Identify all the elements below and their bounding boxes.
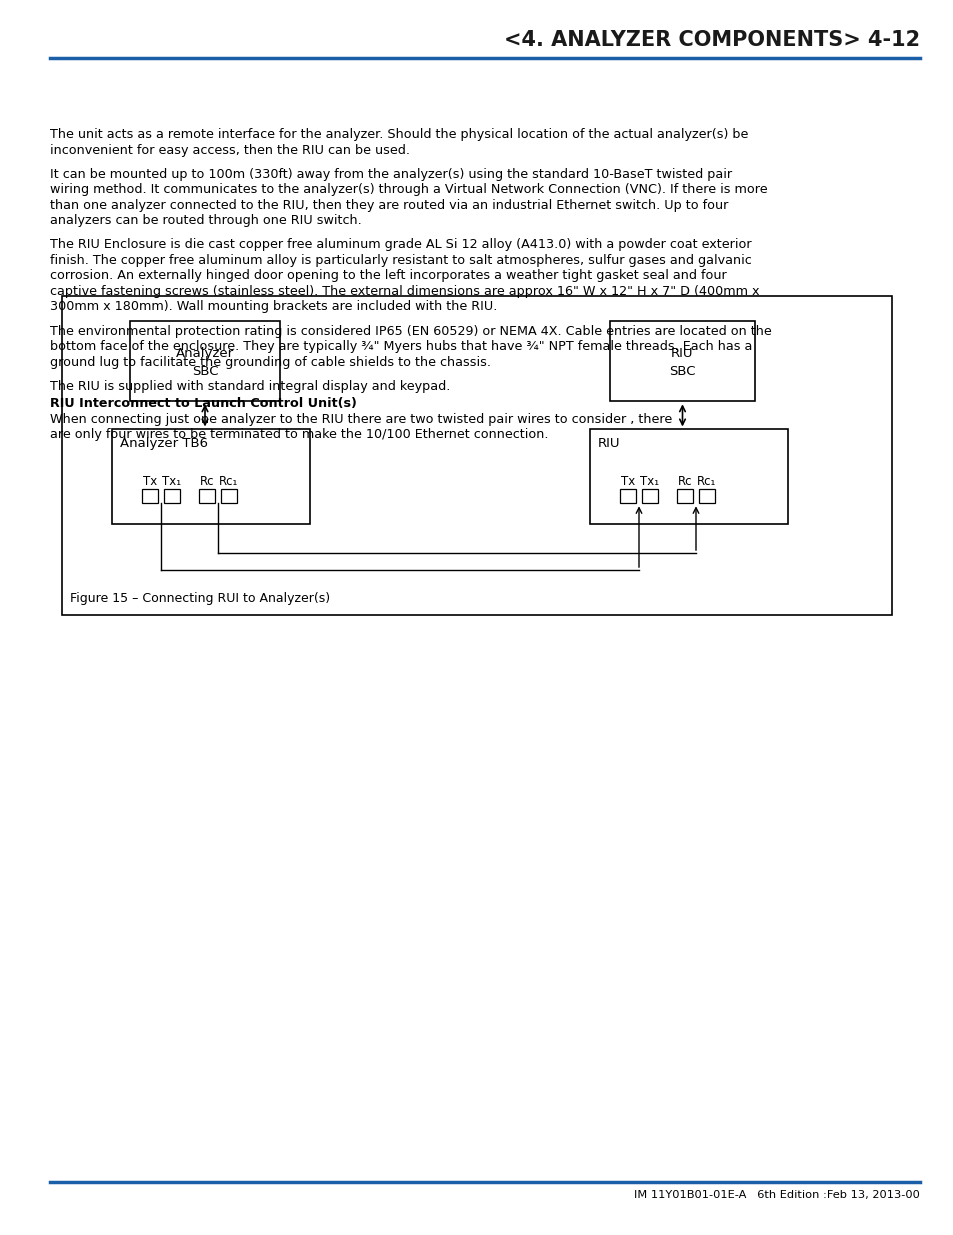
Text: RIU: RIU [598, 437, 619, 451]
Text: Tx₁: Tx₁ [162, 475, 181, 488]
Text: bottom face of the enclosure. They are typically ¾" Myers hubs that have ¾" NPT : bottom face of the enclosure. They are t… [50, 340, 752, 353]
Text: Rc: Rc [199, 475, 214, 488]
Text: Analyzer TB6: Analyzer TB6 [120, 437, 208, 451]
Text: The RIU is supplied with standard integral display and keypad.: The RIU is supplied with standard integr… [50, 379, 450, 393]
Bar [641, 489, 658, 504]
Text: Rc₁: Rc₁ [697, 475, 716, 488]
Bar [62, 296, 891, 615]
Text: than one analyzer connected to the RIU, then they are routed via an industrial E: than one analyzer connected to the RIU, … [50, 199, 727, 212]
Text: wiring method. It communicates to the analyzer(s) through a Virtual Network Conn: wiring method. It communicates to the an… [50, 184, 767, 196]
Text: captive fastening screws (stainless steel). The external dimensions are approx 1: captive fastening screws (stainless stee… [50, 285, 759, 298]
Bar [221, 489, 236, 504]
Bar [589, 430, 787, 525]
Text: 300mm x 180mm). Wall mounting brackets are included with the RIU.: 300mm x 180mm). Wall mounting brackets a… [50, 300, 497, 314]
Text: RIU Interconnect to Launch Control Unit(s): RIU Interconnect to Launch Control Unit(… [50, 398, 356, 410]
Bar [142, 489, 158, 504]
Text: inconvenient for easy access, then the RIU can be used.: inconvenient for easy access, then the R… [50, 144, 410, 157]
Text: Rc₁: Rc₁ [219, 475, 238, 488]
Text: ground lug to facilitate the grounding of cable shields to the chassis.: ground lug to facilitate the grounding o… [50, 356, 491, 368]
Bar [164, 489, 180, 504]
Text: are only four wires to be terminated to make the 10/100 Ethernet connection.: are only four wires to be terminated to … [50, 429, 548, 441]
Bar [699, 489, 714, 504]
Bar [609, 321, 754, 401]
Text: The environmental protection rating is considered IP65 (EN 60529) or NEMA 4X. Ca: The environmental protection rating is c… [50, 325, 771, 337]
Text: RIU: RIU [671, 347, 693, 359]
Bar [130, 321, 280, 401]
Text: <4. ANALYZER COMPONENTS> 4-12: <4. ANALYZER COMPONENTS> 4-12 [503, 30, 919, 51]
Text: The unit acts as a remote interface for the analyzer. Should the physical locati: The unit acts as a remote interface for … [50, 128, 747, 142]
Bar [199, 489, 214, 504]
Text: Rc: Rc [677, 475, 692, 488]
Bar [677, 489, 692, 504]
Text: The RIU Enclosure is die cast copper free aluminum grade AL Si 12 alloy (A413.0): The RIU Enclosure is die cast copper fre… [50, 238, 751, 252]
Text: Figure 15 – Connecting RUI to Analyzer(s): Figure 15 – Connecting RUI to Analyzer(s… [70, 592, 330, 605]
Text: finish. The copper free aluminum alloy is particularly resistant to salt atmosph: finish. The copper free aluminum alloy i… [50, 254, 751, 267]
Text: SBC: SBC [192, 364, 218, 378]
Text: When connecting just one analyzer to the RIU there are two twisted pair wires to: When connecting just one analyzer to the… [50, 412, 672, 426]
Text: It can be mounted up to 100m (330ft) away from the analyzer(s) using the standar: It can be mounted up to 100m (330ft) awa… [50, 168, 731, 182]
Text: Tx: Tx [620, 475, 635, 488]
Text: SBC: SBC [669, 364, 695, 378]
Text: Analyzer: Analyzer [175, 347, 233, 359]
Bar [112, 430, 310, 525]
Bar [619, 489, 636, 504]
Text: IM 11Y01B01-01E-A   6th Edition :Feb 13, 2013-00: IM 11Y01B01-01E-A 6th Edition :Feb 13, 2… [634, 1189, 919, 1200]
Text: analyzers can be routed through one RIU switch.: analyzers can be routed through one RIU … [50, 215, 361, 227]
Text: Tx: Tx [143, 475, 157, 488]
Text: corrosion. An externally hinged door opening to the left incorporates a weather : corrosion. An externally hinged door ope… [50, 269, 726, 283]
Text: Tx₁: Tx₁ [639, 475, 659, 488]
